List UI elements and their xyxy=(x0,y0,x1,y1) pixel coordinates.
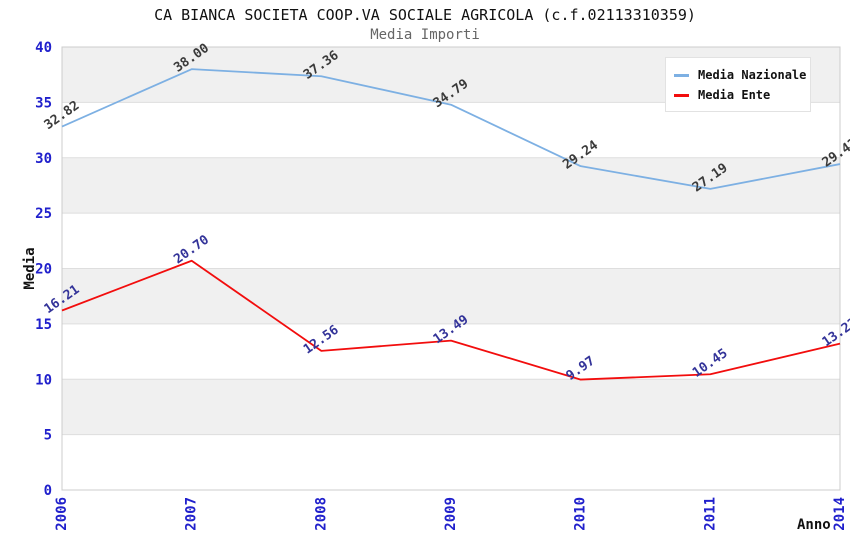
x-axis-tick-label: 2006 xyxy=(54,497,70,531)
plot-band xyxy=(62,213,840,269)
legend-line-swatch-icon xyxy=(674,73,689,77)
legend-item-media-ente: Media Ente xyxy=(674,85,802,105)
x-axis-tick-label: 2008 xyxy=(313,497,329,531)
y-axis-tick-label: 0 xyxy=(44,483,52,499)
plot-band xyxy=(62,268,840,324)
plot-band xyxy=(62,323,840,380)
y-axis-tick-label: 15 xyxy=(35,317,52,333)
legend-item-media-nazionale: Media Nazionale xyxy=(674,65,806,85)
y-axis-tick-label: 25 xyxy=(35,206,52,222)
y-axis-tick-label: 5 xyxy=(44,428,52,444)
series-line-1 xyxy=(61,259,841,381)
plot-border xyxy=(61,46,841,491)
series-line-0 xyxy=(61,68,841,190)
plot-band xyxy=(62,379,840,435)
legend-line-swatch-icon xyxy=(674,93,689,97)
x-axis-tick-label: 2011 xyxy=(702,497,718,531)
chart-title: CA BIANCA SOCIETA COOP.VA SOCIALE AGRICO… xyxy=(154,6,696,24)
legend-box: Media Nazionale Media Ente xyxy=(665,57,811,112)
plot-band xyxy=(62,434,840,490)
legend-label: Media Nazionale xyxy=(698,68,807,82)
y-axis-title: Media xyxy=(22,247,38,289)
y-axis-tick-label: 10 xyxy=(35,372,52,388)
x-axis-tick-label: 2007 xyxy=(184,497,200,531)
x-axis-tick-label: 2009 xyxy=(443,497,459,531)
y-axis-tick-label: 40 xyxy=(35,40,52,56)
y-axis-tick-label: 35 xyxy=(35,95,52,111)
chart-subtitle: Media Importi xyxy=(370,27,480,43)
x-axis-tick-label: 2010 xyxy=(573,497,589,531)
x-axis-tick-label: 2014 xyxy=(832,497,848,531)
y-axis-tick-label: 30 xyxy=(35,151,52,167)
plot-band xyxy=(62,157,840,214)
y-axis-tick-label: 20 xyxy=(35,262,52,278)
x-axis-title: Anno xyxy=(797,517,831,533)
legend-label: Media Ente xyxy=(698,88,771,102)
